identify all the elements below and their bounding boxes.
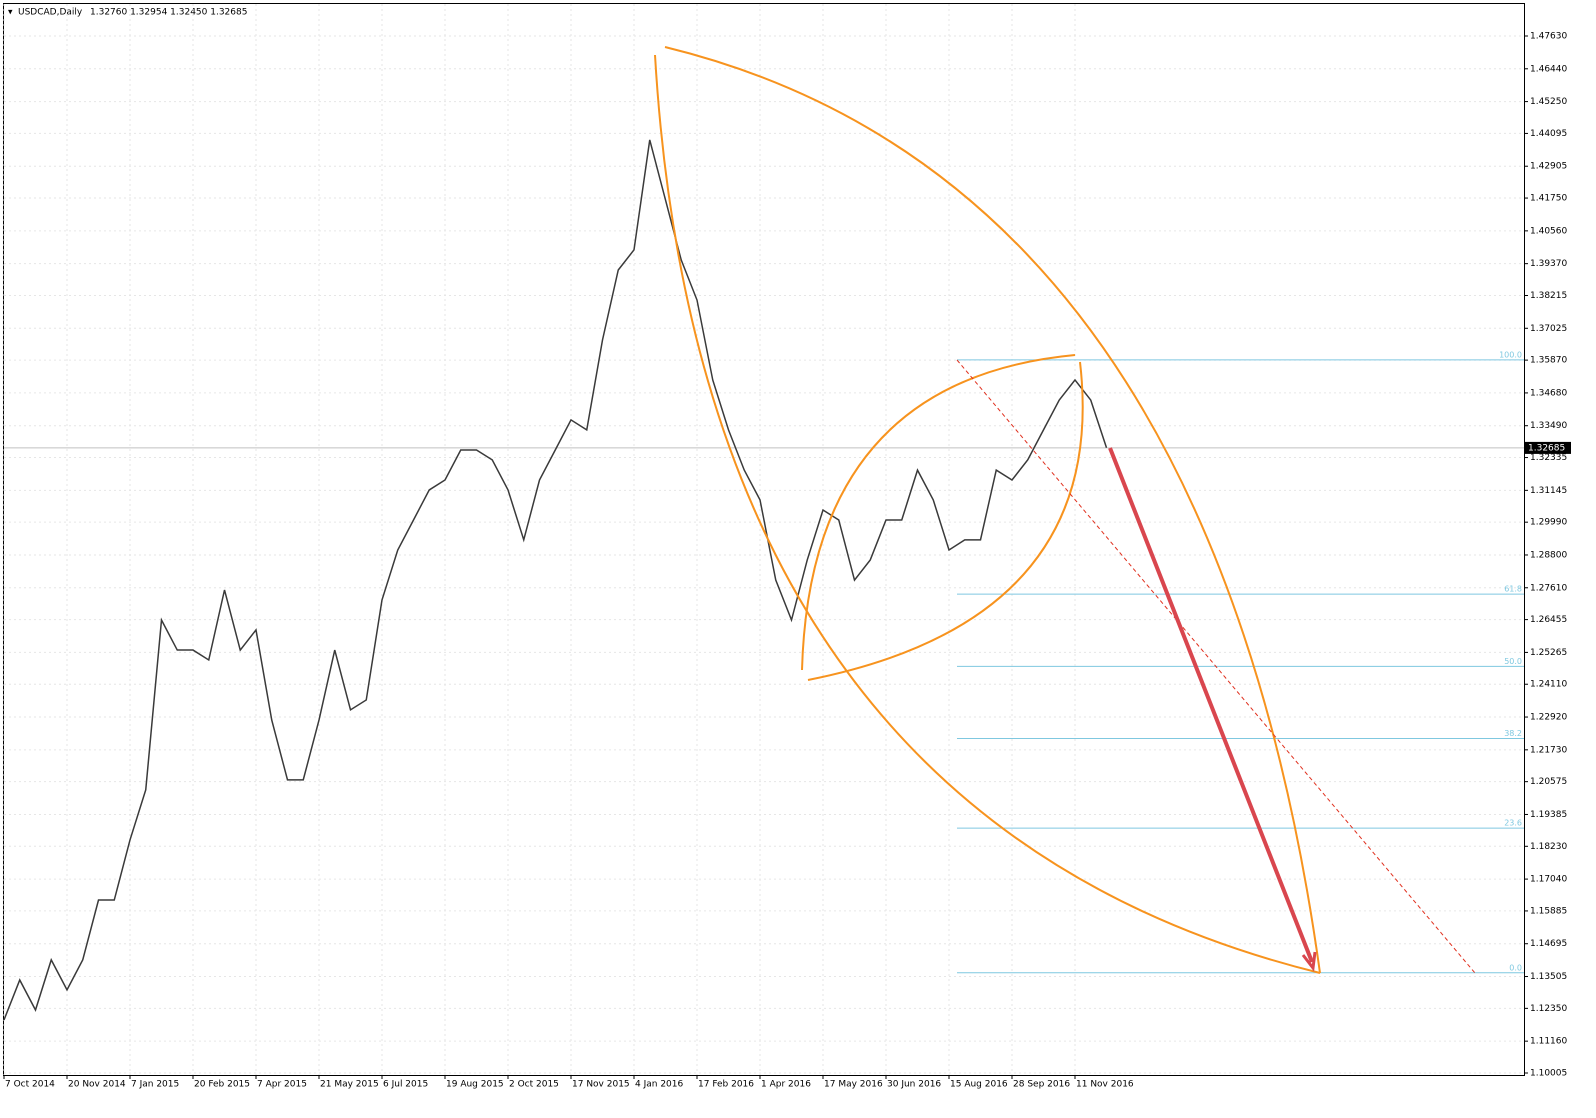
y-tick-label: 1.47630 — [1530, 31, 1567, 41]
chart-title: USDCAD,Daily — [18, 8, 83, 18]
y-tick-label: 1.12350 — [1530, 1004, 1567, 1014]
fib-label: 38.2 — [1504, 729, 1522, 738]
x-tick-label: 17 Feb 2016 — [698, 1080, 754, 1090]
y-tick-label: 1.38215 — [1530, 291, 1567, 301]
x-tick-label: 21 May 2015 — [320, 1080, 379, 1090]
y-tick-label: 1.13505 — [1530, 972, 1567, 982]
y-tick-label: 1.27610 — [1530, 583, 1567, 593]
fibonacci: 100.0 61.8 50.0 38.2 23.6 0.0 — [957, 350, 1524, 974]
x-tick-label: 6 Jul 2015 — [383, 1080, 428, 1090]
x-tick-label: 20 Feb 2015 — [194, 1080, 250, 1090]
curve — [807, 361, 1084, 681]
x-tick-label: 4 Jan 2016 — [635, 1080, 683, 1090]
y-tick-label: 1.22920 — [1530, 713, 1567, 723]
x-tick-label: 17 May 2016 — [824, 1080, 883, 1090]
y-tick-label: 1.28800 — [1530, 550, 1567, 560]
x-tick-label: 11 Nov 2016 — [1076, 1080, 1134, 1090]
y-tick-label: 1.17040 — [1530, 875, 1567, 885]
y-tick-label: 1.10005 — [1530, 1068, 1567, 1078]
arrow — [1108, 447, 1314, 963]
y-tick-label: 1.19385 — [1530, 810, 1567, 820]
fib-label: 50.0 — [1504, 657, 1522, 666]
y-tick-label: 1.34680 — [1530, 388, 1567, 398]
x-tick-label: 1 Apr 2016 — [761, 1080, 811, 1090]
y-tick-label: 1.40560 — [1530, 226, 1567, 236]
curve — [664, 46, 1321, 974]
fib-label: 61.8 — [1504, 585, 1522, 594]
y-tick-label: 1.39370 — [1530, 259, 1567, 269]
x-tick-label: 15 Aug 2016 — [950, 1080, 1008, 1090]
y-tick-label: 1.14695 — [1530, 939, 1567, 949]
curve — [654, 54, 1321, 974]
y-tick-label: 1.24110 — [1530, 680, 1567, 690]
price-line — [3, 139, 1108, 1021]
y-tick-label: 1.11160 — [1530, 1037, 1567, 1047]
y-tick-label: 1.37025 — [1530, 324, 1567, 334]
y-tick-label: 1.42905 — [1530, 162, 1567, 172]
y-tick-label: 1.31145 — [1530, 486, 1567, 496]
x-tick-label: 7 Apr 2015 — [257, 1080, 307, 1090]
symbol: ▾ — [8, 8, 13, 18]
y-tick-label: 1.26455 — [1530, 615, 1567, 625]
current-price-box — [1525, 441, 1571, 454]
x-tick-label: 30 Jun 2016 — [887, 1080, 941, 1090]
y-tick-label: 1.41750 — [1530, 194, 1567, 204]
y-tick-label: 1.21730 — [1530, 745, 1567, 755]
y-tick-label: 1.18230 — [1530, 842, 1567, 852]
x-tick-label: 7 Jan 2015 — [131, 1080, 179, 1090]
annotations — [654, 46, 1476, 974]
y-tick-label: 1.25265 — [1530, 648, 1567, 658]
curve — [801, 354, 1076, 671]
series — [3, 139, 1108, 1021]
fib-label: 23.6 — [1504, 819, 1522, 828]
x-tick-label: 28 Sep 2016 — [1013, 1080, 1070, 1090]
ohlc-header: 1.32760 1.32954 1.32450 1.32685 — [90, 8, 247, 18]
arrow-head — [1301, 951, 1317, 972]
y-tick-label: 1.44095 — [1530, 129, 1567, 139]
trend-line — [956, 359, 1476, 974]
y-tick-label: 1.33490 — [1530, 421, 1567, 431]
y-tick-label: 1.35870 — [1530, 356, 1567, 366]
x-tick-label: 17 Nov 2015 — [572, 1080, 630, 1090]
current-price-label: 1.32685 — [1528, 443, 1565, 453]
y-tick-label: 1.20575 — [1530, 777, 1567, 787]
x-tick-label: 7 Oct 2014 — [5, 1080, 55, 1090]
y-tick-label: 1.29990 — [1530, 518, 1567, 528]
y-tick-label: 1.15885 — [1530, 906, 1567, 916]
y-tick-label: 1.45250 — [1530, 97, 1567, 107]
x-tick-label: 19 Aug 2015 — [446, 1080, 504, 1090]
x-tick-label: 20 Nov 2014 — [68, 1080, 126, 1090]
fib-label: 0.0 — [1509, 963, 1522, 972]
y-tick-label: 1.32335 — [1530, 453, 1567, 463]
grid — [3, 4, 1524, 1075]
fib-label: 100.0 — [1499, 350, 1522, 359]
x-tick-label: 2 Oct 2015 — [509, 1080, 559, 1090]
y-tick-label: 1.46440 — [1530, 64, 1567, 74]
